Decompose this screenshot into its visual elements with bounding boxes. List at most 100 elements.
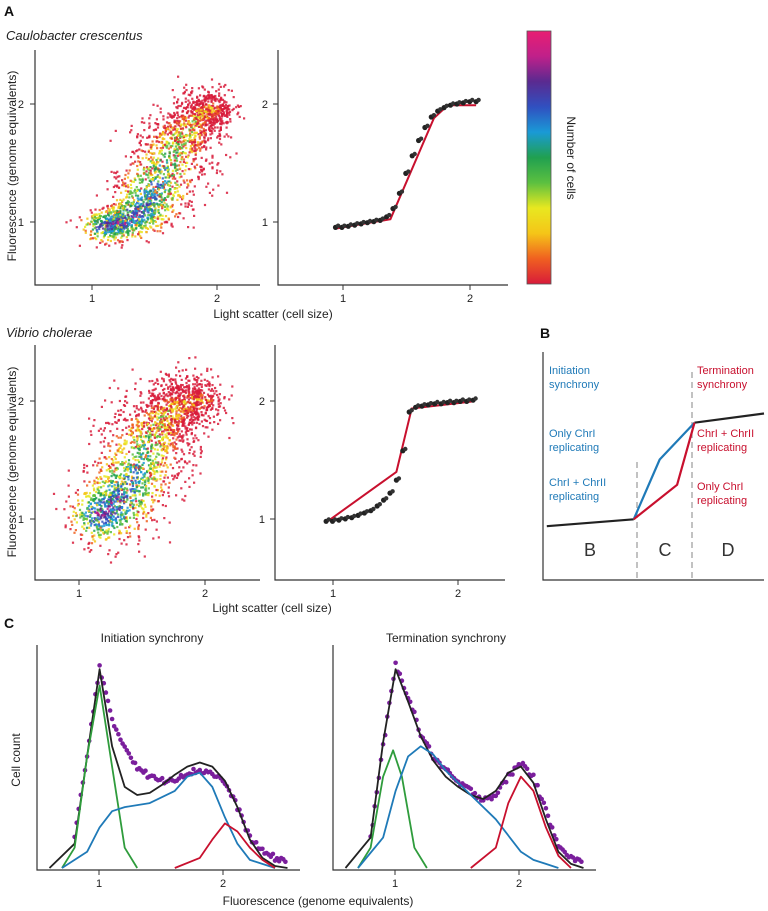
caulo-density-point: [211, 154, 214, 157]
vibrio-density-point: [99, 533, 102, 536]
caulo-density-point: [187, 99, 190, 102]
caulo-density-point: [193, 149, 196, 152]
caulo-density-point: [151, 215, 154, 218]
caulo-density-point: [138, 204, 142, 207]
vibrio-density-point: [191, 423, 194, 426]
vibrio-density-point: [158, 425, 161, 428]
vibrio-density-point: [143, 442, 146, 445]
caulo-density-point: [188, 101, 191, 104]
caulo-density-point: [163, 133, 166, 136]
caulo-density-point: [147, 206, 150, 209]
vibrio-density-point: [166, 466, 169, 469]
vibrio-density-point: [114, 500, 117, 503]
vibrio-density-point: [175, 432, 178, 435]
caulo-density-point: [175, 131, 178, 134]
caulo-density-point: [119, 214, 122, 217]
caulo-density-point: [199, 94, 202, 97]
caulo-density-point: [200, 106, 203, 109]
vibrio-density-point: [140, 499, 143, 502]
vibrio-density-point: [169, 405, 172, 408]
vibrio-density-point: [96, 526, 99, 529]
caulo-density-point: [176, 111, 179, 114]
vibrio-density-point: [159, 463, 162, 466]
caulo-density-point: [94, 208, 97, 211]
vibrio-density-point: [136, 477, 139, 481]
vibrio-density-point: [123, 456, 126, 459]
vibrio-density-point: [166, 451, 169, 454]
vibrio-density-point: [108, 505, 111, 508]
caulo-density-point: [141, 136, 144, 139]
vibrio-density-point: [127, 425, 131, 428]
vibrio-density-point: [105, 531, 108, 534]
caulo-density-point: [167, 168, 170, 171]
caulo-density-point: [200, 119, 203, 122]
caulo-density-point: [119, 218, 122, 221]
vibrio-density-point: [158, 435, 162, 438]
vibrio-density-point: [134, 459, 137, 462]
init-hist-data-dots: [103, 690, 109, 695]
caulo-density-point: [119, 206, 122, 209]
vibrio-density-point: [182, 405, 185, 409]
caulo-density-point: [122, 208, 125, 211]
vibrio-density-point: [142, 473, 145, 476]
vibrio-density-point: [117, 551, 120, 554]
caulo-density-point: [174, 125, 177, 128]
caulo-density-point: [133, 190, 136, 193]
caulo-density-point: [148, 171, 151, 174]
vibrio-density-point: [211, 406, 214, 409]
vibrio-density-point: [88, 492, 92, 495]
caulo-density-point: [126, 213, 130, 217]
caulo-density-point: [201, 103, 205, 106]
vibrio-density-point: [136, 422, 139, 425]
caulo-density-point: [117, 212, 120, 215]
vibrio-density-point: [131, 446, 134, 449]
vibrio-density-point: [183, 460, 186, 463]
caulo-density-point: [164, 209, 167, 212]
vibrio-density-point: [150, 445, 153, 448]
vibrio-density-point: [113, 379, 116, 382]
caulo-fit-data-point: [425, 123, 430, 128]
caulo-density-point: [141, 180, 144, 184]
caulo-density-point: [159, 215, 162, 218]
caulo-density-point: [215, 115, 218, 118]
vibrio-fit-data-point: [390, 489, 395, 494]
vibrio-density-point: [105, 457, 108, 460]
caulo-density-point: [160, 152, 163, 155]
caulo-density-point: [185, 116, 188, 119]
vibrio-density-point: [139, 453, 143, 456]
vibrio-density-point: [129, 535, 132, 538]
vibrio-density-point: [140, 422, 143, 425]
vibrio-density-point: [164, 449, 167, 453]
caulo-density-point: [176, 117, 179, 120]
caulo-density-point: [140, 202, 143, 206]
vibrio-density-point: [188, 460, 191, 463]
caulo-density-point: [194, 120, 197, 123]
caulo-density-point: [159, 224, 162, 227]
vibrio-density-point: [64, 526, 67, 529]
caulo-density-point: [172, 193, 175, 196]
caulo-density-point: [177, 193, 180, 197]
vibrio-density-point: [102, 522, 105, 525]
caulo-density-point: [217, 184, 220, 187]
vibrio-density-point: [141, 410, 144, 413]
caulo-density-point: [155, 224, 158, 228]
cell-count-label: Cell count: [9, 733, 23, 787]
caulo-density-point: [151, 193, 154, 197]
caulo-density-point: [195, 116, 198, 119]
init-hist-data-dots: [126, 751, 132, 756]
vibrio-density-point: [164, 448, 168, 451]
caulo-density-point: [133, 214, 136, 217]
caulo-density-point: [146, 216, 149, 219]
caulo-density-point: [185, 126, 188, 129]
vibrio-density-point: [160, 420, 163, 424]
vibrio-density-point: [130, 475, 134, 478]
caulo-density-point: [121, 244, 124, 247]
vibrio-density-point: [194, 379, 197, 382]
caulo-density-point: [164, 180, 167, 183]
caulo-density-point: [213, 120, 216, 123]
caulo-density-point: [193, 122, 196, 125]
caulo-density-point: [220, 113, 223, 116]
caulo-density-point: [162, 131, 165, 134]
caulo-density-point: [204, 129, 207, 132]
vibrio-density-point: [112, 485, 115, 488]
